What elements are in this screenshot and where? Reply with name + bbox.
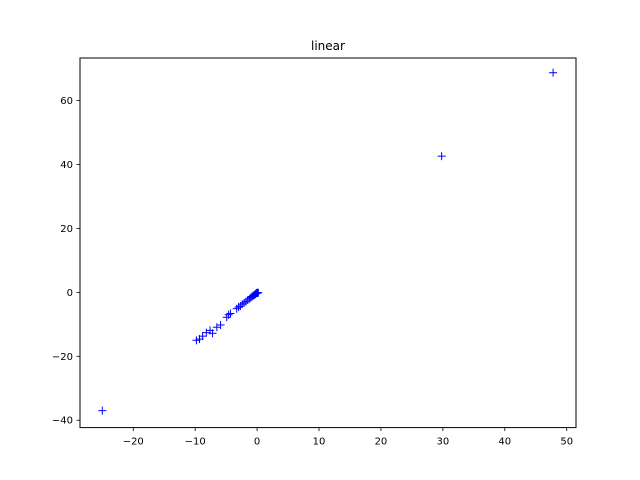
y-tick-label: −20 <box>52 352 73 363</box>
x-axis: −20 −10 0 10 20 30 40 50 <box>123 427 573 448</box>
data-point <box>208 329 217 338</box>
plot-area <box>98 68 558 415</box>
data-point <box>98 406 107 415</box>
data-point <box>224 310 233 319</box>
data-point <box>549 68 558 77</box>
x-tick-label: 0 <box>254 437 260 448</box>
plot-frame <box>79 57 577 429</box>
x-tick-label: −10 <box>185 437 206 448</box>
data-point <box>198 332 207 341</box>
y-tick-label: 20 <box>60 224 73 235</box>
y-tick-label: −40 <box>52 416 73 427</box>
y-axis: −40 −20 0 20 40 60 <box>52 96 80 427</box>
x-tick-label: 30 <box>436 437 449 448</box>
y-tick-label: 0 <box>67 288 73 299</box>
data-point <box>226 309 235 318</box>
y-tick-label: 40 <box>60 160 73 171</box>
y-tick-label: 60 <box>60 96 73 107</box>
x-tick-label: 40 <box>498 437 511 448</box>
x-tick-label: 20 <box>375 437 388 448</box>
x-tick-label: 50 <box>560 437 573 448</box>
data-point <box>437 152 446 161</box>
data-point <box>236 302 245 311</box>
data-point <box>216 320 225 329</box>
x-tick-label: 10 <box>313 437 326 448</box>
data-point <box>254 288 263 297</box>
data-point <box>202 328 211 337</box>
data-point <box>212 323 221 332</box>
x-tick-label: −20 <box>123 437 144 448</box>
chart-title: linear <box>311 39 345 53</box>
